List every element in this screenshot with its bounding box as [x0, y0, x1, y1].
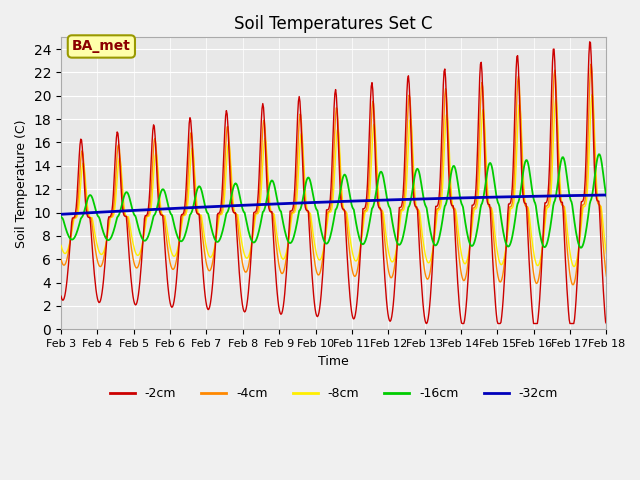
- X-axis label: Time: Time: [318, 355, 349, 368]
- Text: BA_met: BA_met: [72, 39, 131, 53]
- Y-axis label: Soil Temperature (C): Soil Temperature (C): [15, 119, 28, 248]
- Legend: -2cm, -4cm, -8cm, -16cm, -32cm: -2cm, -4cm, -8cm, -16cm, -32cm: [104, 382, 563, 405]
- Title: Soil Temperatures Set C: Soil Temperatures Set C: [234, 15, 433, 33]
